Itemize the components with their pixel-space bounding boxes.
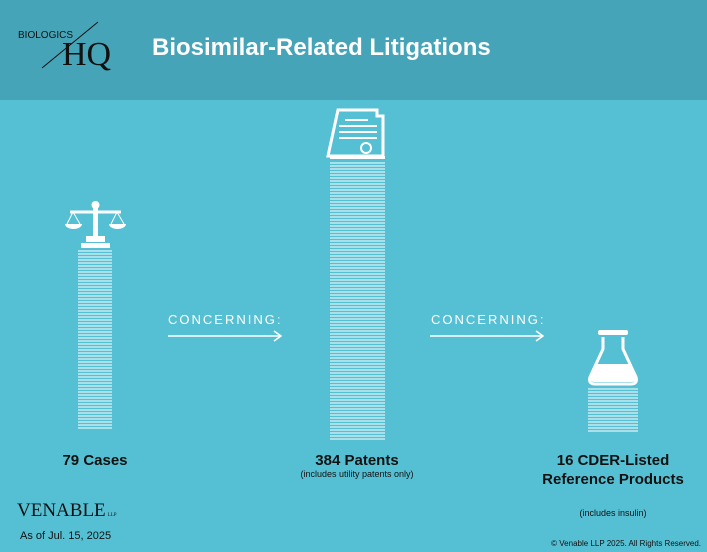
logo-slash	[41, 21, 99, 69]
brand-top: BIOLOGICS	[18, 30, 74, 41]
arrow	[430, 330, 545, 342]
brand-hq: HQ	[62, 36, 112, 73]
scales-icon	[65, 201, 126, 248]
copyright: © Venable LLP 2025. All Rights Reserved.	[551, 539, 701, 548]
date-note: As of Jul. 15, 2025	[20, 530, 112, 542]
arrow	[168, 330, 283, 342]
item-label: 16 CDER-Listed Reference Products	[542, 452, 684, 488]
header-band	[0, 0, 707, 100]
item-label: 79 Cases	[62, 452, 128, 469]
connector-label: CONCERNING:	[168, 312, 283, 327]
item-note: (includes insulin)	[579, 508, 647, 518]
firm-suffix: LLP	[107, 513, 117, 518]
flask-icon	[588, 330, 638, 386]
firm-name: VENABLE LLP	[17, 500, 117, 522]
item-note: (includes utility patents only)	[300, 469, 414, 479]
page-title: Biosimilar-Related Litigations	[152, 34, 491, 61]
item-label: 384 Patents	[315, 452, 399, 469]
connector-label: CONCERNING:	[431, 312, 546, 327]
firm: VENABLE	[17, 500, 106, 521]
document-icon	[326, 108, 385, 159]
